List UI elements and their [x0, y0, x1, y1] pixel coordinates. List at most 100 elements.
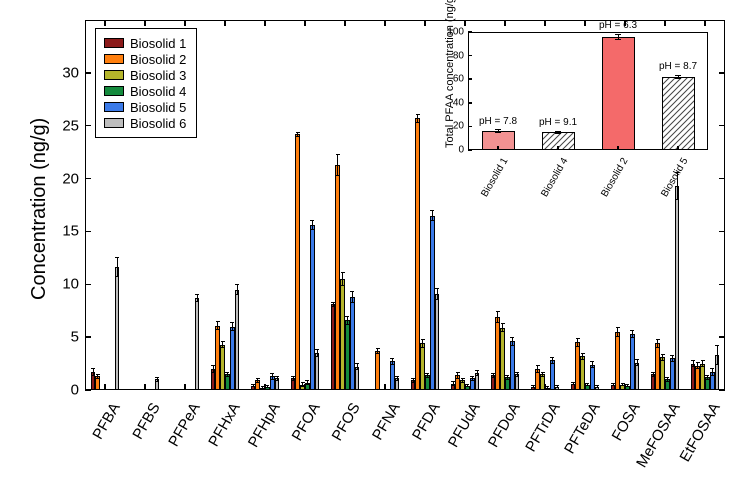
- inset-y-tick-label: 40: [446, 97, 464, 108]
- error-cap: [296, 132, 300, 133]
- x-tick-mark: [144, 20, 146, 26]
- y-tick-mark: [719, 284, 725, 286]
- error-cap: [531, 385, 535, 386]
- legend-swatch: [104, 38, 124, 48]
- error-cap: [611, 385, 615, 386]
- error-cap: [630, 337, 634, 338]
- error-bar: [717, 346, 718, 365]
- error-cap: [581, 353, 585, 354]
- inset-error-cap: [555, 131, 561, 132]
- x-tick-mark: [344, 20, 346, 26]
- error-bar: [432, 210, 433, 221]
- error-cap: [435, 299, 439, 300]
- error-cap: [461, 378, 465, 379]
- error-cap: [691, 360, 695, 361]
- bar: [635, 363, 640, 390]
- inset-error-cap: [555, 133, 561, 134]
- x-tick-label: PFDA: [409, 400, 444, 443]
- legend-label: Biosolid 3: [130, 68, 186, 83]
- error-cap: [411, 378, 415, 379]
- error-cap: [336, 175, 340, 176]
- y-tick-mark: [85, 284, 91, 286]
- error-cap: [390, 358, 394, 359]
- error-cap: [155, 377, 159, 378]
- x-tick-label: PFHpA: [245, 400, 284, 450]
- y-tick-mark: [85, 336, 91, 338]
- error-cap: [96, 378, 100, 379]
- x-tick-label: PFPeA: [165, 400, 203, 450]
- inset-y-tick-mark: [468, 126, 472, 128]
- error-cap: [715, 364, 719, 365]
- inset-error-cap: [615, 34, 621, 35]
- error-cap: [665, 381, 669, 382]
- error-cap: [275, 376, 279, 377]
- error-cap: [416, 122, 420, 123]
- bar: [235, 290, 240, 390]
- error-cap: [595, 387, 599, 388]
- error-cap: [696, 362, 700, 363]
- inset-x-tick-mark: [677, 146, 679, 150]
- x-tick-label: PFDoA: [485, 400, 524, 450]
- error-cap: [270, 373, 274, 374]
- y-tick-label: 10: [51, 276, 79, 293]
- inset-error-cap: [495, 129, 501, 130]
- error-cap: [491, 377, 495, 378]
- error-cap: [635, 365, 639, 366]
- error-cap: [451, 381, 455, 382]
- error-cap: [345, 316, 349, 317]
- x-tick-label: PFBS: [129, 400, 163, 442]
- y-tick-mark: [719, 178, 725, 180]
- error-cap: [691, 366, 695, 367]
- legend-swatch: [104, 70, 124, 80]
- legend: Biosolid 1Biosolid 2Biosolid 3Biosolid 4…: [95, 28, 197, 138]
- error-cap: [505, 375, 509, 376]
- x-tick-label: PFTeDA: [561, 400, 604, 457]
- legend-item: Biosolid 3: [104, 67, 186, 83]
- error-cap: [545, 388, 549, 389]
- error-bar: [237, 284, 238, 295]
- error-cap: [341, 285, 345, 286]
- error-cap: [705, 375, 709, 376]
- legend-label: Biosolid 4: [130, 84, 186, 99]
- bar: [315, 353, 320, 390]
- error-cap: [430, 210, 434, 211]
- y-tick-label: 15: [51, 223, 79, 240]
- x-tick-mark: [184, 384, 186, 390]
- error-cap: [336, 154, 340, 155]
- error-cap: [411, 382, 415, 383]
- error-bar: [117, 258, 118, 277]
- error-cap: [576, 338, 580, 339]
- inset-ph-label: pH = 7.8: [479, 116, 517, 127]
- legend-item: Biosolid 4: [104, 83, 186, 99]
- x-tick-label: PFUdA: [445, 400, 484, 450]
- inset-error-cap: [675, 78, 681, 79]
- error-cap: [571, 382, 575, 383]
- error-cap: [195, 301, 199, 302]
- error-cap: [656, 339, 660, 340]
- inset-y-tick-mark: [468, 78, 472, 80]
- x-tick-label: FOSA: [609, 400, 644, 444]
- legend-label: Biosolid 2: [130, 52, 186, 67]
- error-cap: [421, 339, 425, 340]
- error-cap: [270, 379, 274, 380]
- error-cap: [545, 386, 549, 387]
- error-cap: [376, 348, 380, 349]
- y-tick-mark: [719, 231, 725, 233]
- error-cap: [621, 383, 625, 384]
- error-cap: [701, 366, 705, 367]
- bar: [115, 267, 120, 390]
- error-cap: [501, 323, 505, 324]
- error-cap: [465, 386, 469, 387]
- x-tick-mark: [384, 20, 386, 26]
- error-cap: [425, 373, 429, 374]
- error-cap: [225, 372, 229, 373]
- error-cap: [541, 376, 545, 377]
- inset-y-tick-label: 100: [446, 27, 464, 38]
- error-cap: [470, 376, 474, 377]
- error-cap: [661, 360, 665, 361]
- x-tick-mark: [384, 384, 386, 390]
- error-cap: [331, 306, 335, 307]
- legend-label: Biosolid 6: [130, 116, 186, 131]
- bar: [295, 134, 300, 390]
- error-cap: [390, 364, 394, 365]
